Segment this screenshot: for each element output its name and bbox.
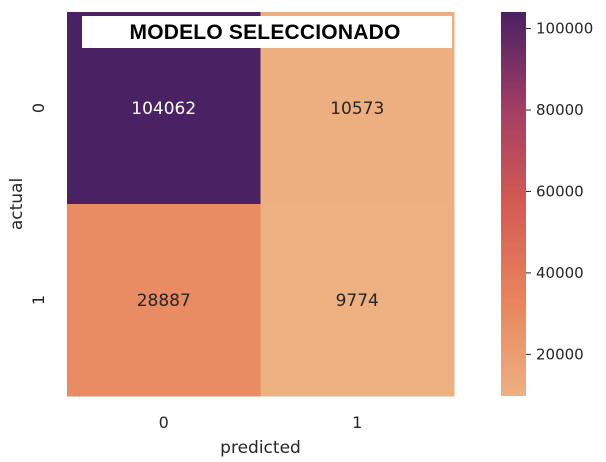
cell-value-r0-c0: 104062 — [131, 99, 196, 119]
colorbar-tick-label: 40000 — [536, 264, 584, 282]
colorbar: 20000 40000 60000 80000 100000 — [501, 12, 593, 396]
colorbar-ticks: 20000 40000 60000 80000 100000 — [526, 20, 593, 363]
y-axis-label: actual — [7, 178, 27, 230]
heatmap-cell-r1-c0 — [67, 204, 261, 397]
heatmap-cells — [67, 12, 455, 397]
cell-value-r0-c1: 10573 — [330, 99, 384, 119]
heatmap-cell-r1-c1 — [260, 204, 455, 397]
colorbar-tick-label: 80000 — [536, 101, 584, 119]
x-tick-label: 1 — [352, 413, 362, 432]
title-box — [82, 16, 452, 48]
y-tick-labels: 01 — [29, 103, 48, 305]
colorbar-tick-label: 100000 — [536, 20, 593, 38]
heatmap-cell-labels: 104062 10573 28887 9774 — [131, 99, 384, 311]
x-tick-label: 0 — [159, 413, 169, 432]
chart-title: MODELO SELECCIONADO — [130, 21, 401, 44]
y-tick-label: 1 — [29, 295, 48, 305]
cell-value-r1-c0: 28887 — [137, 291, 191, 311]
colorbar-tick-label: 60000 — [536, 182, 584, 200]
cell-value-r1-c1: 9774 — [336, 291, 379, 311]
colorbar-gradient — [501, 12, 526, 396]
colorbar-tick-label: 20000 — [536, 345, 584, 363]
x-axis-label: predicted — [220, 438, 301, 458]
y-tick-label: 0 — [29, 103, 48, 113]
